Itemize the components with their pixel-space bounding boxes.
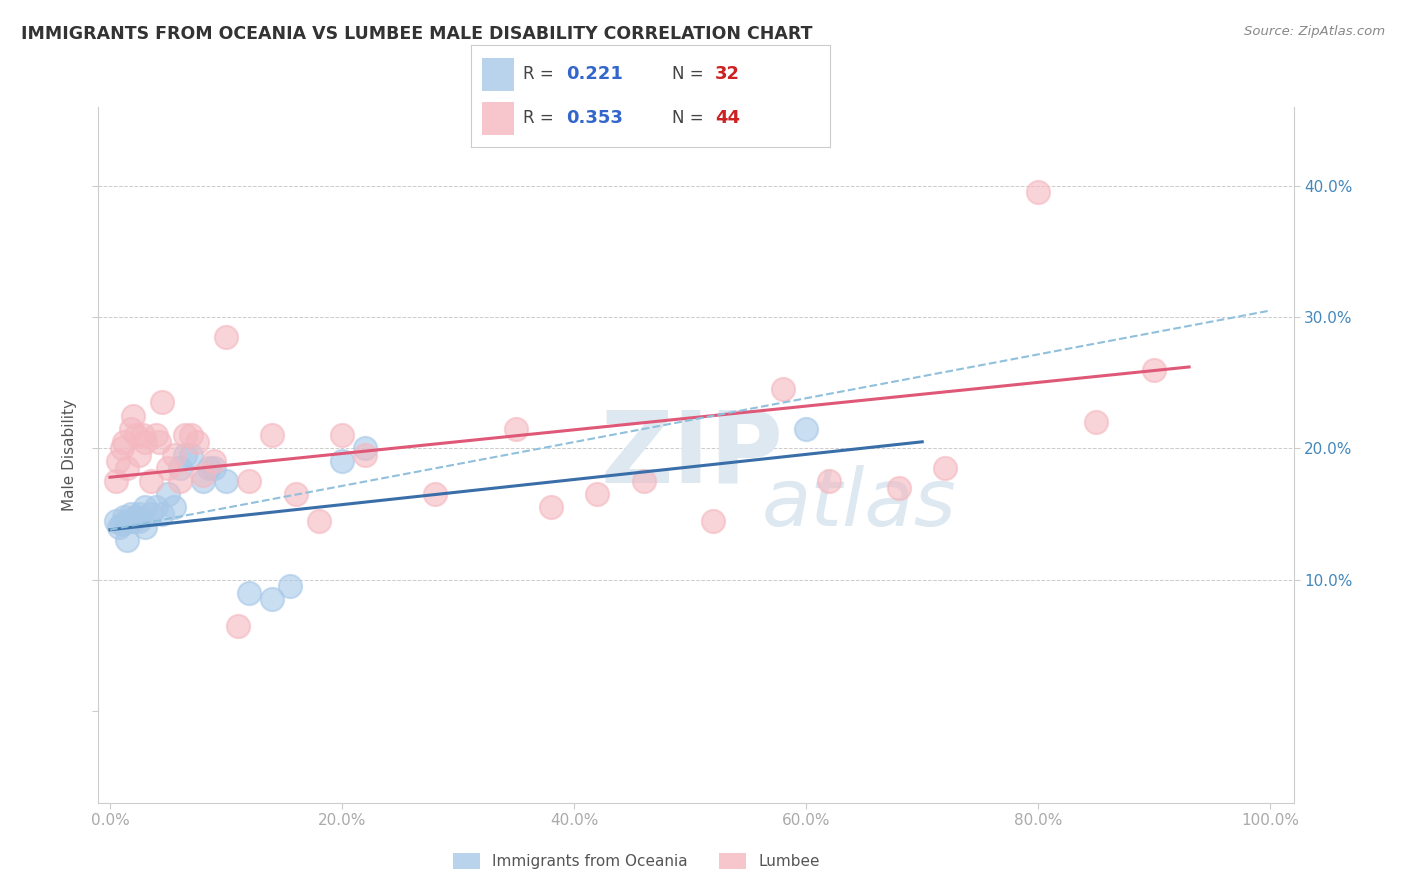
Point — [150, 507, 173, 521]
Text: atlas: atlas — [762, 465, 956, 542]
Point — [354, 448, 377, 462]
Point — [111, 442, 134, 456]
Point — [226, 618, 249, 632]
Text: R =: R = — [523, 110, 560, 128]
Point — [262, 592, 284, 607]
Point — [128, 507, 150, 521]
Point — [150, 395, 173, 409]
Point — [186, 434, 208, 449]
Text: N =: N = — [672, 65, 709, 83]
Point — [145, 500, 167, 515]
Point — [934, 461, 956, 475]
Point — [262, 428, 284, 442]
Point — [128, 514, 150, 528]
Point — [794, 422, 817, 436]
Point — [308, 514, 330, 528]
Point — [120, 507, 142, 521]
Point — [215, 330, 238, 344]
Point — [174, 428, 197, 442]
Point — [139, 474, 162, 488]
Point — [111, 517, 134, 532]
Text: N =: N = — [672, 110, 709, 128]
Point — [157, 461, 180, 475]
Point — [191, 474, 214, 488]
Point — [1026, 186, 1049, 200]
Point — [215, 474, 238, 488]
Point — [180, 448, 202, 462]
Point — [124, 509, 146, 524]
Y-axis label: Male Disability: Male Disability — [62, 399, 77, 511]
Point — [157, 487, 180, 501]
Point — [330, 428, 353, 442]
Point — [887, 481, 910, 495]
Point — [134, 500, 156, 515]
Point — [163, 448, 186, 462]
Text: ZIP: ZIP — [600, 407, 783, 503]
Point — [238, 474, 260, 488]
Text: 0.221: 0.221 — [567, 65, 623, 83]
Point — [112, 434, 135, 449]
Point — [134, 520, 156, 534]
Text: R =: R = — [523, 65, 560, 83]
Point — [204, 461, 226, 475]
Point — [124, 428, 146, 442]
Point — [139, 507, 162, 521]
Point — [772, 382, 794, 396]
Point — [120, 514, 142, 528]
Point — [122, 409, 145, 423]
Point — [284, 487, 307, 501]
Point — [117, 514, 139, 528]
Point — [702, 514, 724, 528]
Point — [148, 434, 170, 449]
Point — [131, 428, 153, 442]
Text: Source: ZipAtlas.com: Source: ZipAtlas.com — [1244, 25, 1385, 38]
Point — [107, 454, 129, 468]
Point — [145, 428, 167, 442]
Point — [112, 509, 135, 524]
Point — [117, 533, 139, 548]
Point — [108, 520, 131, 534]
Point — [1085, 415, 1108, 429]
Point — [423, 487, 446, 501]
Point — [354, 442, 377, 456]
Point — [540, 500, 562, 515]
Point — [174, 448, 197, 462]
Point — [104, 474, 127, 488]
Point — [128, 448, 150, 462]
Point — [197, 461, 219, 475]
Point — [633, 474, 655, 488]
Point — [204, 454, 226, 468]
Point — [104, 514, 127, 528]
Point — [278, 579, 301, 593]
Point — [330, 454, 353, 468]
Point — [818, 474, 841, 488]
Point — [117, 461, 139, 475]
Point — [1143, 362, 1166, 376]
Point — [169, 474, 191, 488]
Point — [505, 422, 527, 436]
Point — [163, 500, 186, 515]
Point — [122, 514, 145, 528]
Point — [191, 467, 214, 482]
Legend: Immigrants from Oceania, Lumbee: Immigrants from Oceania, Lumbee — [447, 847, 825, 875]
Text: 44: 44 — [714, 110, 740, 128]
Point — [120, 422, 142, 436]
Bar — [482, 102, 515, 135]
Text: 32: 32 — [714, 65, 740, 83]
Point — [134, 434, 156, 449]
Point — [180, 428, 202, 442]
Point — [586, 487, 609, 501]
Text: IMMIGRANTS FROM OCEANIA VS LUMBEE MALE DISABILITY CORRELATION CHART: IMMIGRANTS FROM OCEANIA VS LUMBEE MALE D… — [21, 25, 813, 43]
Text: 0.353: 0.353 — [567, 110, 623, 128]
Point — [169, 461, 191, 475]
Bar — [482, 58, 515, 91]
Point — [238, 586, 260, 600]
